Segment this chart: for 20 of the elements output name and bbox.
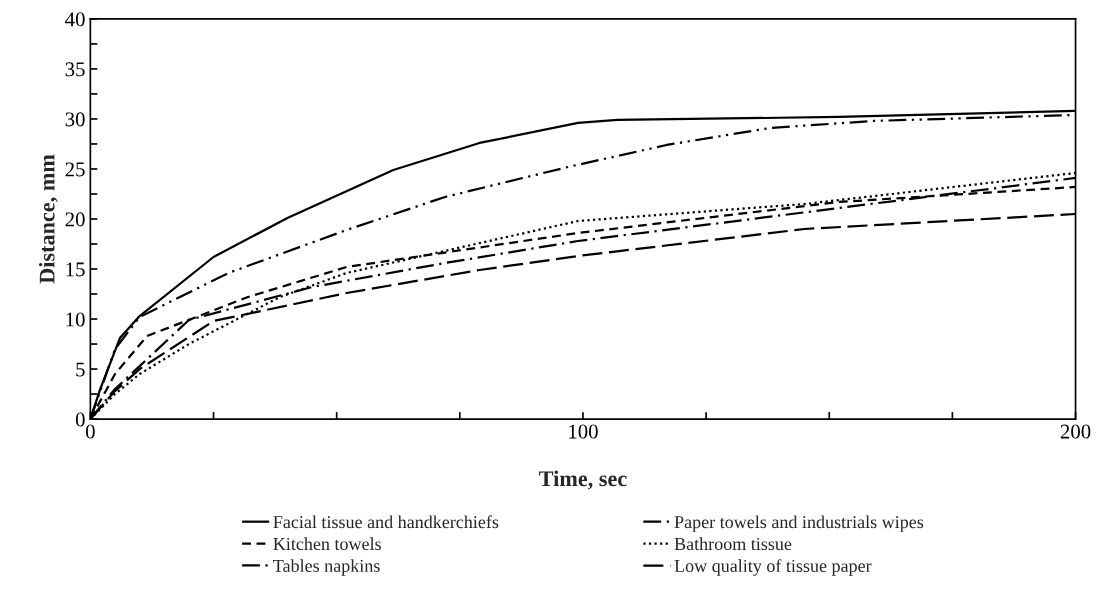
y-tick-label: 0 (75, 412, 85, 427)
legend-label: Facial tissue and handkerchiefs (273, 515, 499, 529)
y-tick-label: 20 (65, 212, 85, 227)
y-tick-label: 5 (76, 362, 85, 377)
y-tick-label: 15 (66, 262, 85, 277)
x-axis-title: Time, sec (539, 470, 627, 490)
legend-label: Kitchen towels (273, 537, 381, 551)
x-tick-label: 200 (1060, 424, 1091, 439)
y-tick-label: 10 (66, 312, 85, 327)
x-tick-label: 0 (85, 424, 95, 439)
y-axis-title: Distance, mm (38, 154, 58, 284)
y-tick-label: 25 (65, 162, 85, 177)
legend-label: Low quality of tissue paper (674, 559, 872, 576)
y-tick-label: 35 (65, 62, 85, 77)
legend-label: Paper towels and industrials wipes (674, 515, 924, 532)
x-tick-label: 100 (569, 424, 598, 439)
y-tick-label: 40 (65, 12, 85, 27)
legend-label: Tables napkins (273, 559, 380, 576)
legend-label: Bathroom tissue (674, 537, 792, 551)
y-tick-label: 30 (65, 112, 85, 127)
